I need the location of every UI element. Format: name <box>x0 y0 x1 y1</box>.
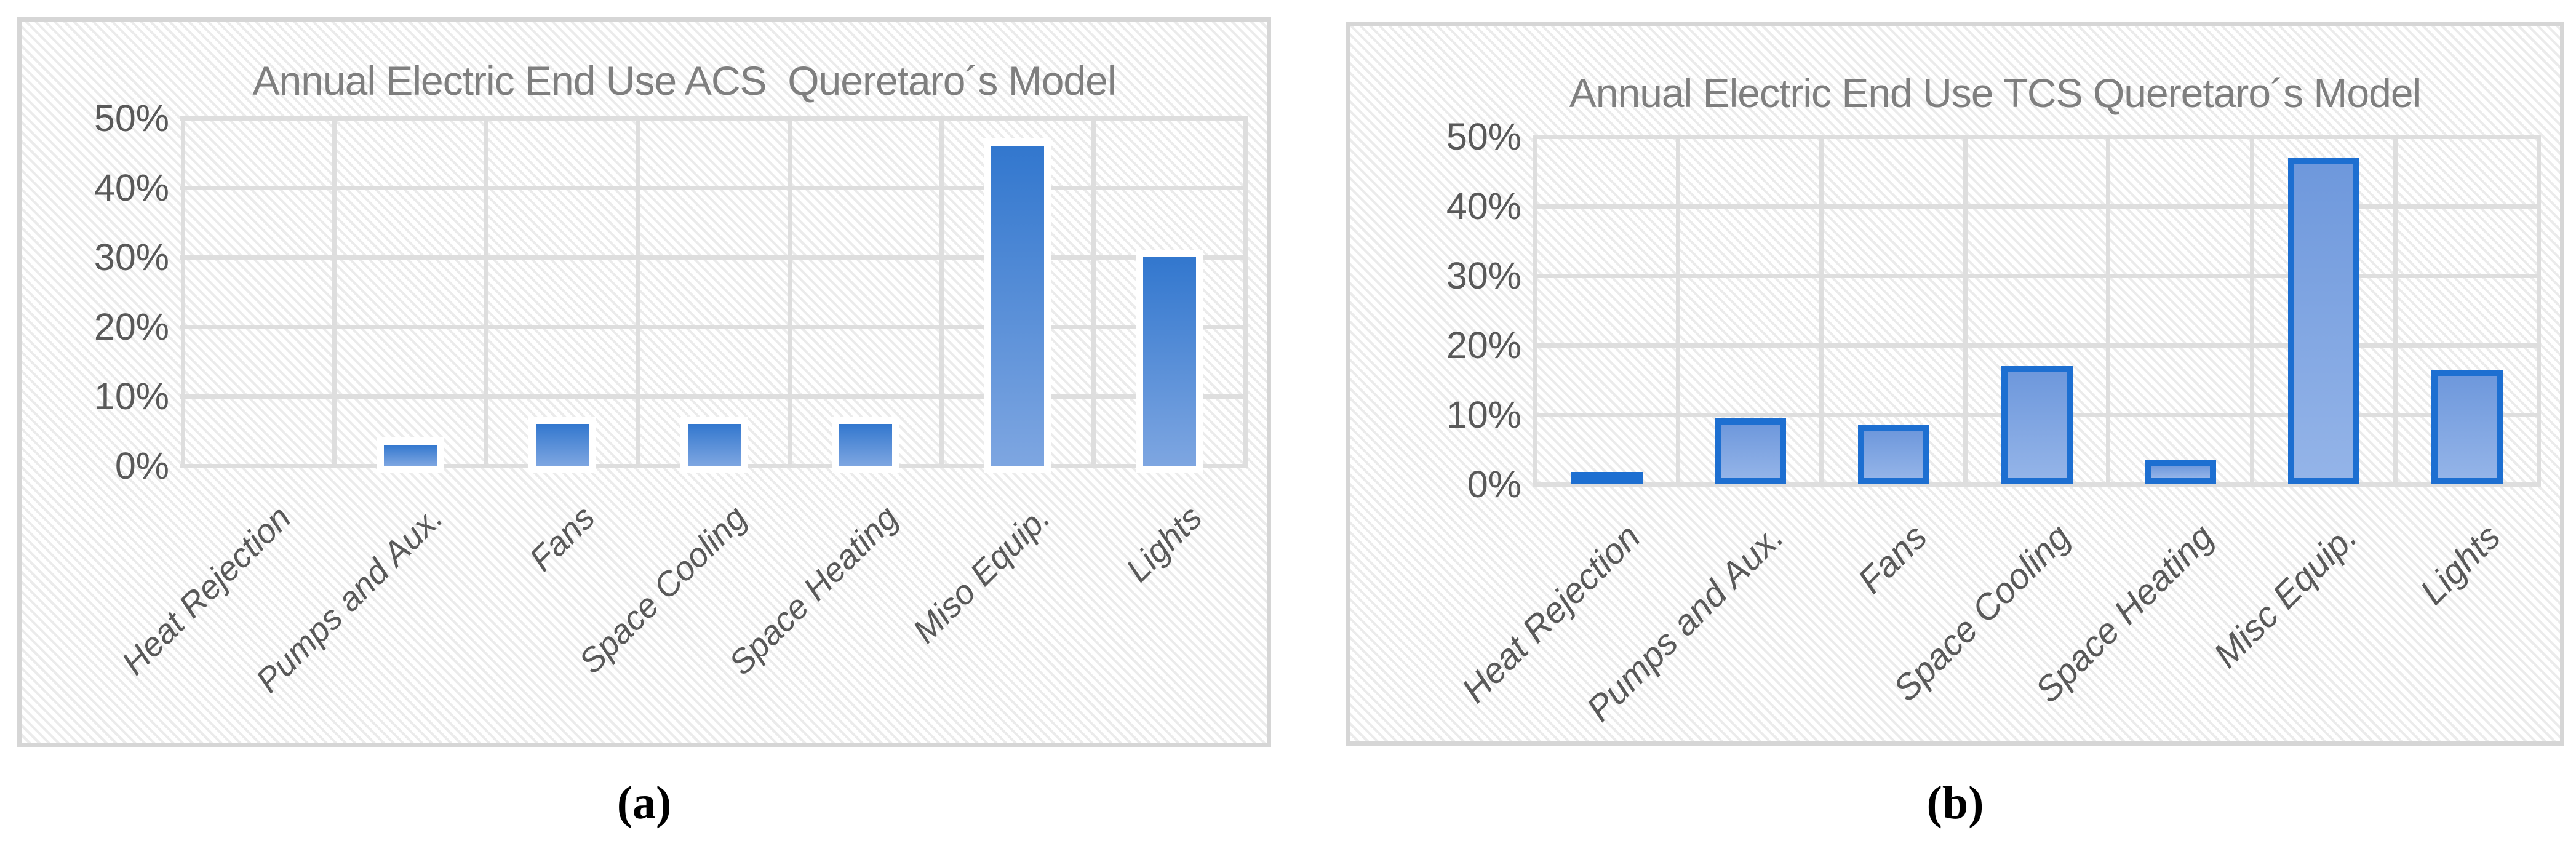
gridline-horizontal <box>180 255 1248 260</box>
gridline-vertical <box>1533 137 1537 484</box>
gridline-vertical <box>2106 137 2111 484</box>
x-category-label-lights: Lights <box>1118 498 1210 589</box>
x-category-label-space-cooling: Space Cooling <box>571 498 754 681</box>
gridline-horizontal <box>1533 204 2541 209</box>
bar-lights <box>2431 369 2503 484</box>
bar-pumps-and-aux <box>377 437 445 473</box>
bar-lights <box>1135 250 1203 473</box>
gridline-horizontal <box>1533 482 2541 487</box>
gridline-horizontal <box>1533 343 2541 348</box>
gridline-vertical <box>1963 137 1968 484</box>
gridline-horizontal <box>180 116 1248 121</box>
gridline-vertical <box>788 118 792 466</box>
gridline-horizontal <box>180 324 1248 329</box>
bar-misc-equip <box>2287 157 2359 484</box>
gridline-vertical <box>484 118 488 466</box>
gridline-vertical <box>2536 137 2541 484</box>
y-tick-label-0: 0% <box>114 445 169 487</box>
y-tick-label-10: 10% <box>94 375 169 417</box>
y-tick-label-50: 50% <box>1446 116 1521 158</box>
chart-title-acs: Annual Electric End Use ACS Queretaro´s … <box>252 58 1116 103</box>
bar-heat-rejection <box>1571 472 1643 484</box>
bar-space-cooling <box>680 417 748 473</box>
y-tick-label-10: 10% <box>1446 394 1521 436</box>
gridline-horizontal <box>180 185 1248 190</box>
x-category-label-heat-rejection: Heat Rejection <box>114 498 298 682</box>
gridline-horizontal <box>180 394 1248 399</box>
gridline-horizontal <box>1533 273 2541 278</box>
bar-space-heating <box>832 417 900 473</box>
bar-fans <box>528 417 596 473</box>
chart-title-tcs: Annual Electric End Use TCS Queretaro´s … <box>1569 70 2422 116</box>
plot-area-tcs: 0% 10% 20% 30% 40% 50% Heat Rejection Pumps and… <box>1446 116 2541 729</box>
y-tick-label-0: 0% <box>1467 463 1521 505</box>
gridline-vertical <box>636 118 640 466</box>
y-tick-label-30: 30% <box>1446 255 1521 297</box>
bar-space-heating <box>2144 460 2216 484</box>
x-category-label-pumps-and-aux: Pumps and Aux. <box>248 498 450 700</box>
x-category-label-fans: Fans <box>522 498 602 579</box>
gridline-vertical <box>2393 137 2398 484</box>
figure-caption-b: (b) <box>1926 777 1984 829</box>
gridline-vertical <box>939 118 944 466</box>
chart-panel-acs: Annual Electric End Use ACS Queretaro´s … <box>17 17 1271 747</box>
bar-space-cooling <box>2001 365 2073 484</box>
gridline-vertical <box>1243 118 1248 466</box>
y-tick-label-20: 20% <box>1446 324 1521 366</box>
bar-fans <box>1857 425 1929 484</box>
plot-area-acs: 0% 10% 20% 30% 40% 50% Heat Rejection Pumps and… <box>94 97 1248 700</box>
gridline-vertical <box>332 118 337 466</box>
y-tick-label-40: 40% <box>1446 185 1521 227</box>
x-category-label-miso-equip: Miso Equip. <box>905 498 1058 650</box>
y-tick-label-50: 50% <box>94 97 169 139</box>
chart-panel-tcs: Annual Electric End Use TCS Queretaro´s … <box>1346 22 2564 746</box>
gridline-vertical <box>1819 137 1824 484</box>
bar-pumps-and-aux <box>1714 418 1786 484</box>
gridline-horizontal <box>180 463 1248 468</box>
y-tick-label-40: 40% <box>94 167 169 209</box>
bar-miso-equip <box>983 138 1051 473</box>
gridline-horizontal <box>1533 134 2541 139</box>
gridline-vertical <box>2249 137 2254 484</box>
gridline-vertical <box>1676 137 1681 484</box>
y-tick-label-20: 20% <box>94 306 169 348</box>
y-tick-label-30: 30% <box>94 236 169 278</box>
gridline-vertical <box>1091 118 1096 466</box>
figure-caption-a: (a) <box>616 777 672 829</box>
gridline-vertical <box>180 118 185 466</box>
x-category-label-space-heating: Space Heating <box>721 498 906 682</box>
